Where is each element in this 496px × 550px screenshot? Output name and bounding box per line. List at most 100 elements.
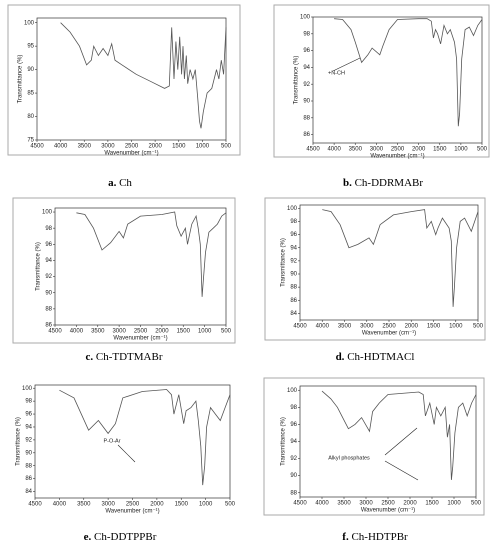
x-tick-label: 3000 [112,329,126,335]
x-tick-label: 1000 [199,502,213,508]
y-axis-label: Transmittance (%) [281,417,287,466]
y-tick-label: 88 [290,490,297,496]
panel-frame [264,197,486,341]
panel: 4500 4000 3500 3000 2500 2000 1500 1000 500 84 86 8… [264,197,486,363]
y-tick-label: 92 [45,274,52,280]
y-tick-label: 75 [27,138,34,144]
y-tick-label: 96 [45,242,52,248]
y-tick-label: 98 [45,226,52,232]
x-tick-label: 4000 [70,329,84,335]
panel-label: c. [86,351,94,363]
panel: 4500 4000 3500 3000 2500 2000 1500 1000 500 86 88 9… [12,197,236,363]
x-tick-label: 1500 [177,329,191,335]
x-tick-label: 4000 [53,502,67,508]
x-tick-label: 2500 [126,502,140,508]
y-tick-label: 100 [42,210,53,216]
panel-frame [263,377,485,516]
annotation: Alkyl phosphates [328,455,370,461]
panel-title: Ch-HDTMACl [347,351,414,363]
y-tick-label: 92 [25,437,32,443]
y-tick-label: 88 [45,306,52,312]
panel-title: Ch-DDRMABr [355,177,424,189]
x-tick-label: 2500 [382,324,396,330]
x-tick-label: 2000 [150,502,164,508]
panel-title: Ch-TDTMABr [96,351,163,363]
y-tick-label: 96 [290,232,297,238]
x-axis-label: Wavenumber (cm⁻¹) [362,331,416,337]
x-tick-label: 3000 [360,324,374,330]
x-tick-label: 500 [477,147,488,153]
y-tick-label: 86 [290,298,297,304]
y-tick-label: 90 [25,450,32,456]
x-tick-label: 3500 [78,144,92,150]
x-tick-label: 2000 [148,144,162,150]
spectrum-line [321,390,477,480]
panel: 4500 4000 3500 3000 2500 2000 1500 1000 500 86 88 9… [273,4,490,189]
x-tick-label: 2000 [403,501,417,507]
plot-area [299,385,477,498]
y-tick-label: 88 [303,115,310,121]
y-tick-label: 85 [27,91,34,97]
y-tick-label: 88 [25,463,32,469]
x-tick-label: 2000 [155,329,169,335]
y-tick-label: 90 [45,290,52,296]
x-tick-label: 1000 [196,144,210,150]
plot-area [299,204,479,321]
panel-label: b. [343,177,352,189]
x-tick-label: 1500 [427,324,441,330]
y-tick-label: 100 [287,206,298,212]
panel-title: Ch-DDTPPBr [94,531,157,543]
panel-caption: c. Ch-TDTMABr [86,351,163,363]
spectrum-line [76,211,227,297]
annotation: +N-CH [328,70,345,76]
x-tick-label: 2000 [405,324,419,330]
x-tick-label: 1500 [425,501,439,507]
panel: 4500 4000 3500 3000 2500 2000 1500 1000 500 88 90 9… [263,377,485,543]
panel-label: d. [336,351,345,363]
y-tick-label: 92 [303,82,310,88]
y-axis-label: Transmittance (%) [16,417,22,466]
y-tick-label: 98 [290,405,297,411]
x-tick-label: 4500 [28,502,42,508]
x-axis-label: Wavenumber (cm⁻¹) [113,336,167,342]
spectrum-line [59,389,231,486]
x-tick-label: 1000 [198,329,212,335]
x-tick-label: 1500 [172,144,186,150]
x-tick-label: 4000 [315,501,329,507]
y-tick-label: 94 [45,258,52,264]
x-tick-label: 4000 [54,144,68,150]
y-tick-label: 94 [290,245,297,251]
x-tick-label: 500 [473,324,484,330]
y-tick-label: 100 [22,386,33,392]
spectrum-line [334,18,483,127]
y-tick-label: 96 [25,412,32,418]
annotation-arrow [117,444,136,463]
panel-frame [12,197,236,344]
y-tick-label: 90 [290,473,297,479]
y-tick-label: 95 [27,44,34,50]
annotation-arrow [332,57,361,72]
y-axis-label: Transmittance (%) [18,55,24,104]
panel-frame [273,4,490,158]
x-tick-label: 500 [471,501,482,507]
panel-caption: b. Ch-DDRMABr [343,177,423,189]
y-tick-label: 84 [25,489,32,495]
x-tick-label: 4500 [306,147,320,153]
x-tick-label: 1500 [175,502,189,508]
plot-area [36,17,227,141]
plot-area [54,207,227,326]
panel-frame [7,4,241,156]
x-axis-label: Wavenumber (cm⁻¹) [105,509,159,515]
x-axis-label: Wavenumber (cm⁻¹) [361,508,415,514]
y-tick-label: 100 [24,20,35,26]
x-tick-label: 3000 [370,147,384,153]
spectrum-line [322,209,479,307]
x-tick-label: 4500 [293,324,307,330]
panel-caption: d. Ch-HDTMACl [336,351,415,363]
panel-caption: e. Ch-DDTPPBr [84,531,157,543]
y-axis-label: Transmittance (%) [294,56,300,105]
panel-title: Ch [119,177,132,189]
y-tick-label: 94 [303,65,310,71]
spectrum-line [60,22,227,129]
